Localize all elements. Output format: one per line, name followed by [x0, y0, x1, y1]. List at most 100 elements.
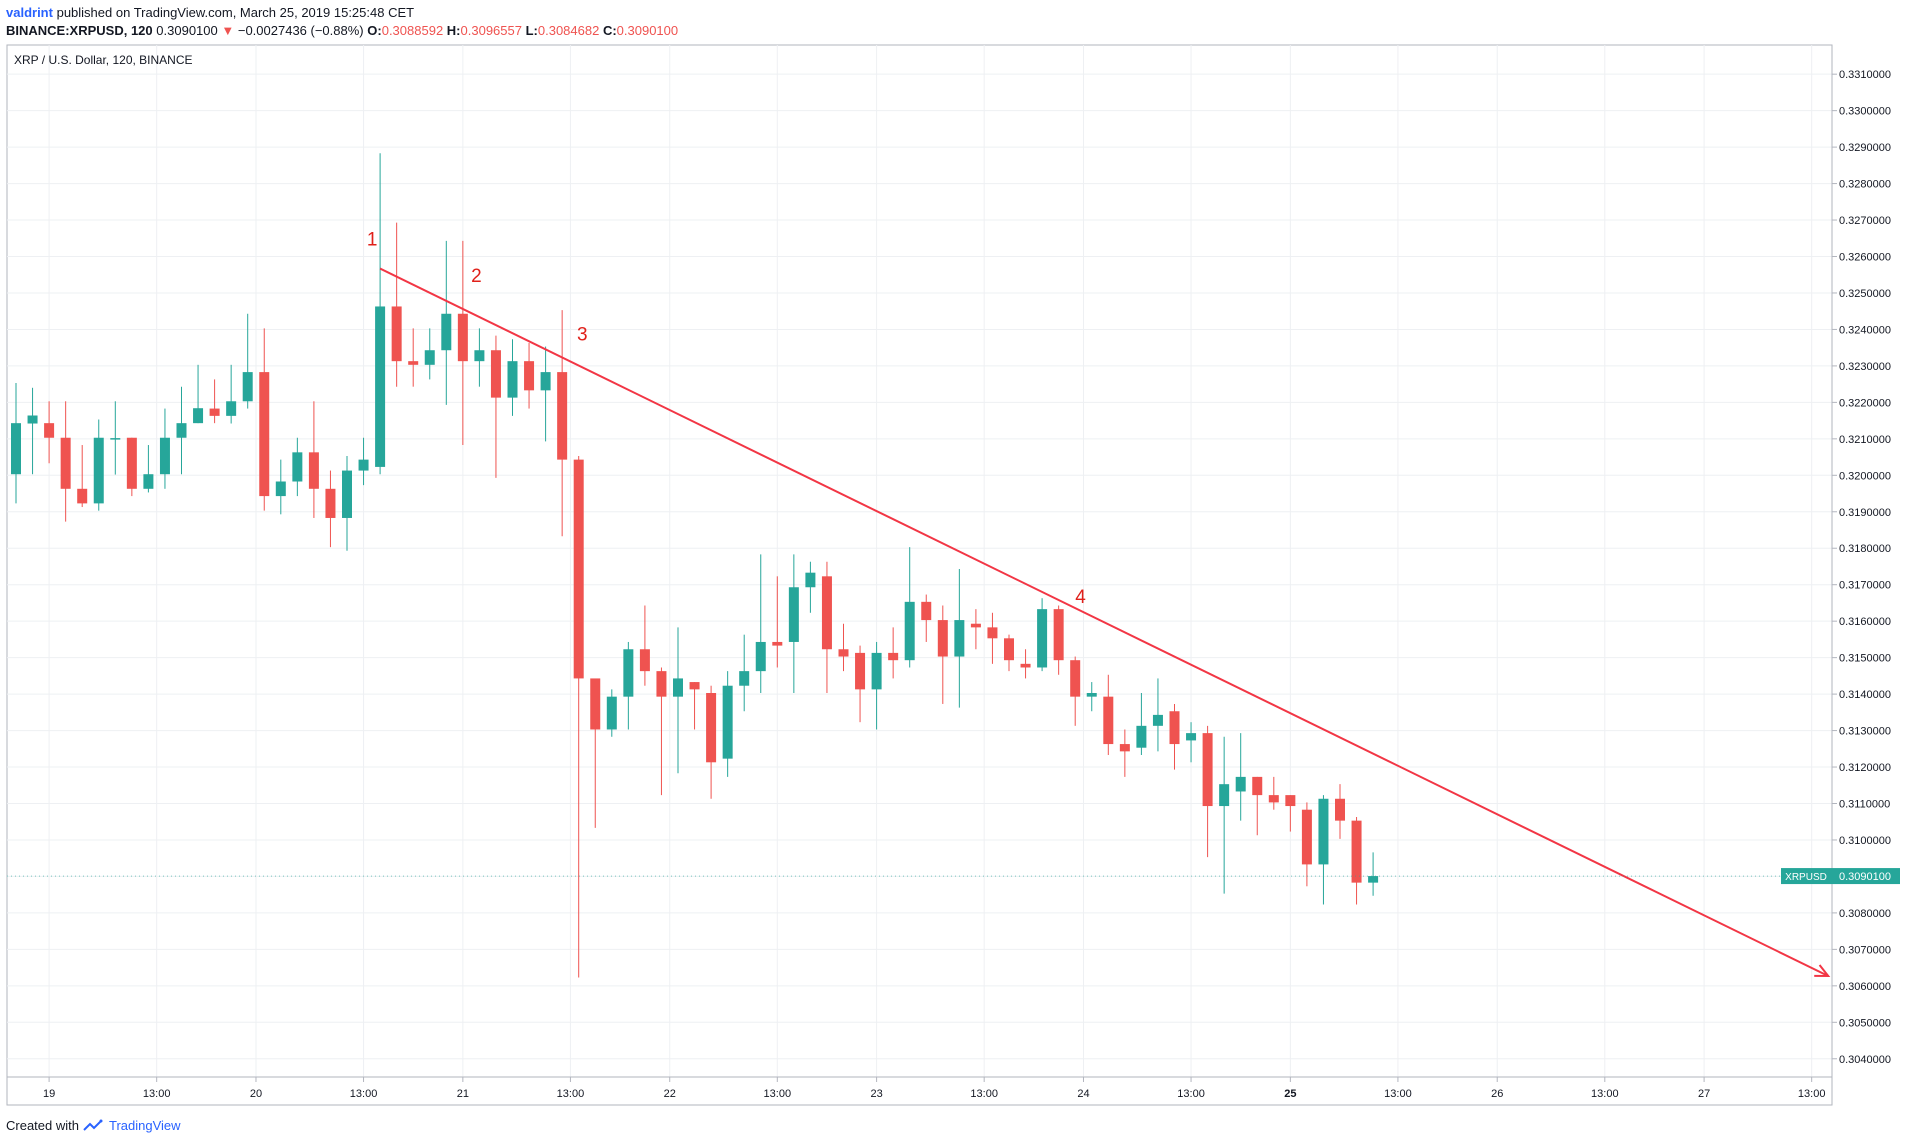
candle-body — [524, 361, 535, 391]
x-tick-label: 13:00 — [1798, 1088, 1826, 1100]
candle-body — [540, 372, 551, 391]
candle-body — [1004, 638, 1014, 661]
last-price-symbol-box — [1781, 868, 1832, 885]
candle-body — [27, 415, 38, 424]
candle-body — [226, 401, 237, 416]
y-tick-label: 0.3290000 — [1839, 142, 1891, 154]
candle-body — [821, 576, 832, 650]
candle — [1252, 776, 1263, 836]
candle-body — [706, 693, 717, 763]
x-tick-label: 13:00 — [143, 1088, 171, 1100]
candle — [590, 678, 601, 828]
candle — [1119, 729, 1130, 777]
candle — [888, 627, 899, 679]
low-label: L: — [525, 23, 538, 38]
last-price-tag: XRPUSD 0.3090100 — [7, 868, 1900, 885]
last-price-value-box — [1832, 868, 1900, 885]
candle-body — [375, 306, 386, 467]
candle — [110, 401, 121, 475]
trendline-arrowhead — [1814, 964, 1831, 977]
candle — [656, 667, 667, 796]
candle-body — [888, 652, 899, 661]
candle — [937, 605, 948, 704]
last-price-symbol: XRPUSD — [1785, 872, 1827, 883]
candle — [904, 547, 915, 668]
candle — [375, 153, 386, 475]
candle — [1004, 634, 1014, 672]
candle-body — [209, 408, 220, 416]
candle-body — [93, 437, 104, 504]
candlestick-chart[interactable]: XRP / U.S. Dollar, 120, BINANCE 0.304000… — [0, 44, 1909, 1110]
candle-body — [970, 623, 981, 628]
candle-body — [60, 437, 71, 489]
candle — [755, 554, 766, 694]
candle-body — [1335, 798, 1345, 821]
price-axis[interactable]: 0.3040000 0.3050000 0.3060000 0.3070000 0.30… — [1832, 69, 1891, 1066]
candle — [11, 383, 21, 504]
last-price-value: 0.3090100 — [1839, 871, 1891, 883]
candle-body — [573, 459, 584, 679]
y-tick-label: 0.3110000 — [1839, 799, 1890, 811]
annotations: 1 2 3 4 — [367, 230, 1086, 608]
y-tick-label: 0.3050000 — [1839, 1017, 1891, 1029]
candle — [557, 310, 568, 537]
candle-body — [490, 350, 501, 398]
candle-body — [457, 313, 468, 362]
candle — [540, 346, 551, 442]
candle — [1037, 598, 1048, 672]
candle — [606, 689, 617, 737]
candle — [639, 605, 650, 686]
author-link[interactable]: valdrint — [6, 5, 53, 20]
candle-body — [772, 641, 783, 646]
y-tick-label: 0.3040000 — [1839, 1054, 1891, 1066]
y-tick-label: 0.3180000 — [1839, 543, 1891, 555]
candle-body — [557, 372, 568, 460]
candle — [788, 554, 799, 694]
x-tick-label: 23 — [870, 1088, 882, 1100]
last-price: 0.3090100 — [156, 23, 218, 38]
trendline-drawing[interactable] — [379, 267, 1831, 977]
candle-body — [159, 437, 170, 475]
candle-body — [755, 641, 766, 672]
footer: Created with TradingView — [6, 1118, 181, 1133]
candle — [722, 671, 733, 777]
candle-body — [391, 306, 402, 362]
candle — [159, 408, 170, 489]
candle-body — [1301, 809, 1312, 865]
y-tick-label: 0.3120000 — [1839, 762, 1891, 774]
x-tick-label: 27 — [1698, 1088, 1710, 1100]
candle-body — [1351, 820, 1362, 883]
candle — [1103, 674, 1114, 756]
y-tick-label: 0.3250000 — [1839, 288, 1891, 300]
change-arrow-icon: ▼ — [221, 23, 235, 38]
candle — [1268, 776, 1279, 810]
x-tick-label: 20 — [250, 1088, 262, 1100]
candle — [1020, 649, 1031, 679]
candle-body — [1318, 798, 1329, 865]
candle-body — [408, 361, 419, 365]
candle-body — [1070, 660, 1081, 697]
tradingview-brand-link[interactable]: TradingView — [108, 1118, 181, 1133]
candle-body — [176, 423, 187, 438]
candle-body — [639, 649, 650, 672]
y-tick-label: 0.3300000 — [1839, 106, 1891, 118]
x-tick-label: 22 — [664, 1088, 676, 1100]
candle-body — [308, 452, 319, 489]
candle-body — [838, 649, 849, 657]
candle-body — [259, 372, 270, 497]
candle-body — [1020, 663, 1031, 668]
ohlc-line: BINANCE:XRPUSD, 120 0.3090100 ▼ −0.00274… — [6, 22, 678, 40]
candle — [970, 609, 981, 650]
candle-body — [292, 452, 303, 482]
candle — [1186, 722, 1197, 763]
candle — [739, 634, 750, 712]
low-value: 0.3084682 — [537, 23, 600, 38]
candle — [1152, 678, 1163, 752]
candle — [77, 445, 88, 508]
candle — [1053, 605, 1064, 675]
candle-body — [623, 649, 634, 697]
x-tick-label: 13:00 — [1591, 1088, 1619, 1100]
candle — [474, 328, 485, 387]
candle — [623, 641, 634, 730]
time-axis[interactable]: 19 13:00 20 13:00 21 13:00 22 13:00 23 13:00 24 13:… — [43, 1077, 1825, 1100]
